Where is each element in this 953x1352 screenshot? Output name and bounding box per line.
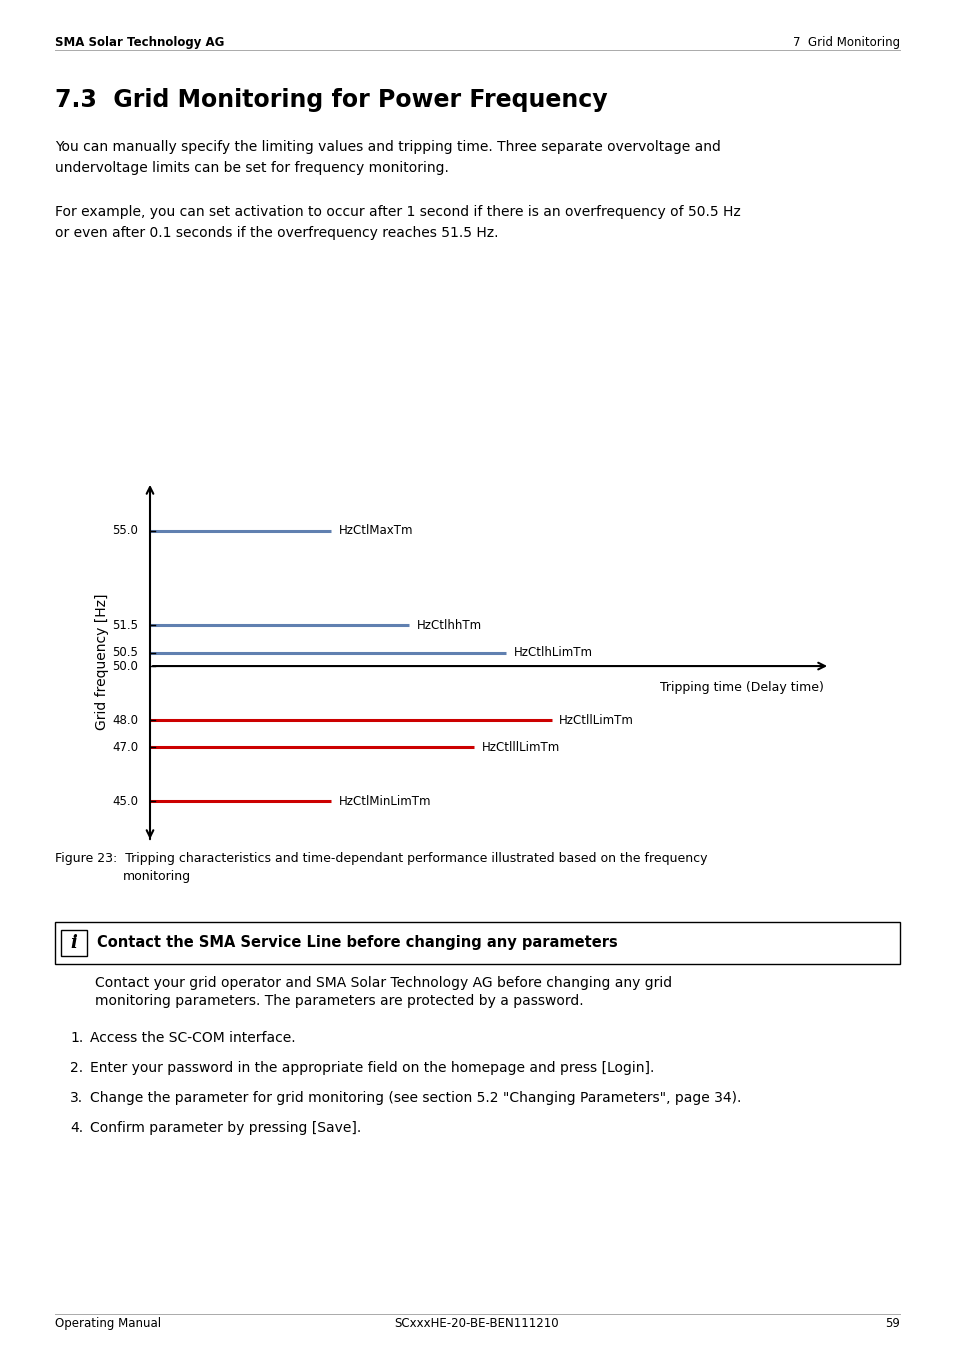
Text: For example, you can set activation to occur after 1 second if there is an overf: For example, you can set activation to o…	[55, 206, 740, 239]
Bar	[55, 922, 899, 964]
Text: 59: 59	[884, 1317, 899, 1330]
Text: 47.0: 47.0	[112, 741, 138, 754]
Text: HzCtlhLimTm: HzCtlhLimTm	[514, 646, 593, 658]
Text: Contact your grid operator and SMA Solar Technology AG before changing any grid: Contact your grid operator and SMA Solar…	[95, 976, 672, 990]
Text: HzCtlllLimTm: HzCtlllLimTm	[481, 741, 559, 754]
Text: Operating Manual: Operating Manual	[55, 1317, 161, 1330]
Text: HzCtlMinLimTm: HzCtlMinLimTm	[338, 795, 431, 808]
Text: Confirm parameter by pressing [Save].: Confirm parameter by pressing [Save].	[90, 1121, 361, 1134]
Text: 50.0: 50.0	[112, 660, 138, 672]
Text: 51.5: 51.5	[112, 619, 138, 631]
Text: monitoring parameters. The parameters are protected by a password.: monitoring parameters. The parameters ar…	[95, 994, 583, 1009]
Text: 55.0: 55.0	[112, 525, 138, 537]
Text: Enter your password in the appropriate field on the homepage and press [Login].: Enter your password in the appropriate f…	[90, 1061, 654, 1075]
Text: SCxxxHE-20-BE-BEN111210: SCxxxHE-20-BE-BEN111210	[395, 1317, 558, 1330]
Text: i: i	[71, 934, 77, 952]
Text: Grid frequency [Hz]: Grid frequency [Hz]	[95, 594, 109, 730]
Text: You can manually specify the limiting values and tripping time. Three separate o: You can manually specify the limiting va…	[55, 141, 720, 174]
Text: HzCtlMaxTm: HzCtlMaxTm	[338, 525, 414, 537]
Text: Figure 23:  Tripping characteristics and time-dependant performance illustrated : Figure 23: Tripping characteristics and …	[55, 852, 707, 865]
Text: Tripping time (Delay time): Tripping time (Delay time)	[659, 681, 822, 694]
Text: monitoring: monitoring	[123, 869, 191, 883]
Text: 2.: 2.	[70, 1061, 83, 1075]
Text: Change the parameter for grid monitoring (see section 5.2 "Changing Parameters",: Change the parameter for grid monitoring…	[90, 1091, 740, 1105]
Text: Contact the SMA Service Line before changing any parameters: Contact the SMA Service Line before chan…	[97, 936, 618, 950]
Text: 1.: 1.	[70, 1032, 83, 1045]
Text: Access the SC-COM interface.: Access the SC-COM interface.	[90, 1032, 295, 1045]
Text: SMA Solar Technology AG: SMA Solar Technology AG	[55, 37, 224, 49]
Text: 3.: 3.	[70, 1091, 83, 1105]
Text: 7.3  Grid Monitoring for Power Frequency: 7.3 Grid Monitoring for Power Frequency	[55, 88, 607, 112]
Bar	[61, 930, 87, 956]
Text: 4.: 4.	[70, 1121, 83, 1134]
Text: 7  Grid Monitoring: 7 Grid Monitoring	[792, 37, 899, 49]
Text: 48.0: 48.0	[112, 714, 138, 726]
Text: HzCtlhhTm: HzCtlhhTm	[416, 619, 481, 631]
Text: HzCtllLimTm: HzCtllLimTm	[558, 714, 634, 726]
Text: 45.0: 45.0	[112, 795, 138, 808]
Text: 50.5: 50.5	[112, 646, 138, 658]
